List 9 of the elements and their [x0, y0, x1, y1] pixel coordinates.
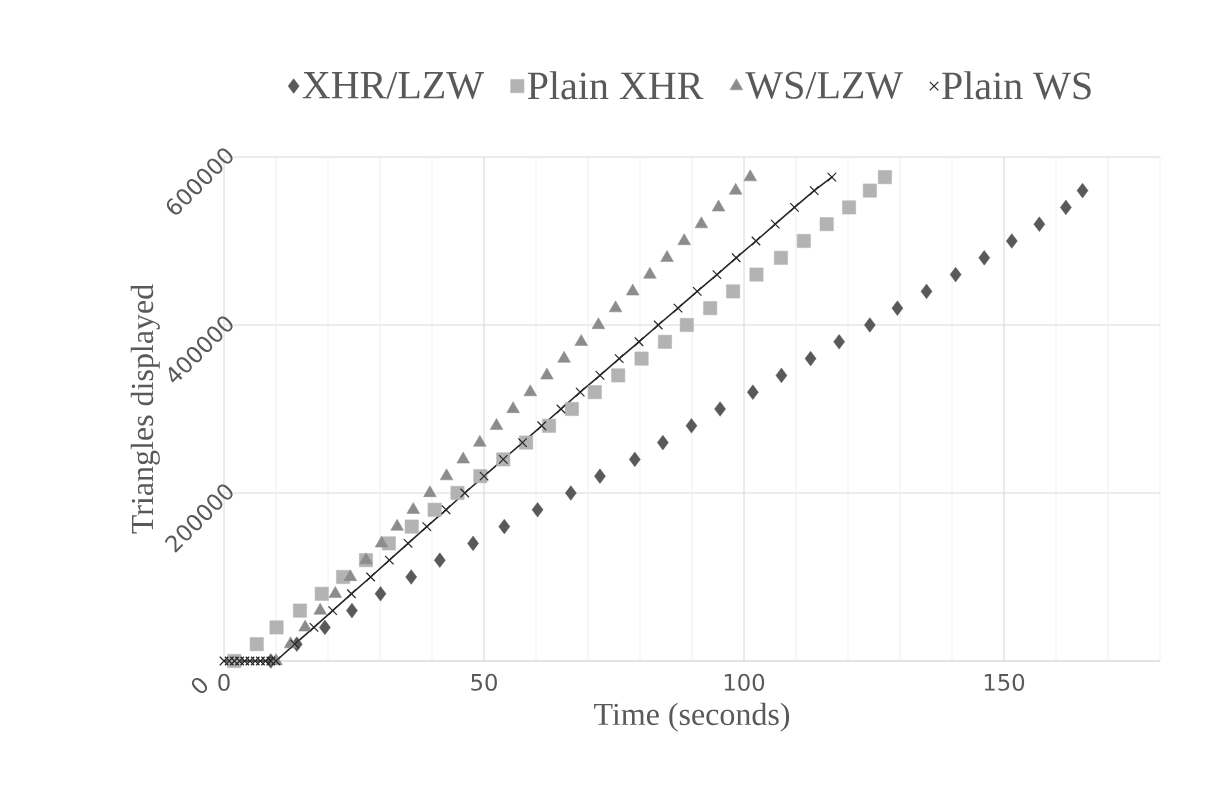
legend-label: XHR/LZW — [302, 71, 484, 99]
legend-label: Plain XHR — [527, 71, 704, 100]
x-tick-label: 100 — [724, 673, 765, 691]
legend-label: WS/LZW — [745, 71, 904, 99]
x-tick-label: 150 — [984, 673, 1025, 691]
x-tick-label: 50 — [471, 673, 497, 691]
legend-label: Plain WS — [942, 71, 1091, 100]
x-axis-title: Time (seconds) — [594, 702, 790, 732]
y-axis-title: Triangles displayed — [130, 284, 160, 534]
